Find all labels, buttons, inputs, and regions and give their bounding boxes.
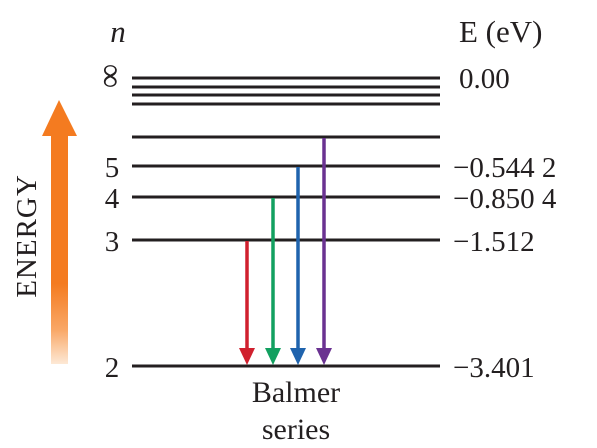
energy-value-2: −3.401	[453, 352, 535, 384]
n-label-3: 3	[105, 226, 120, 258]
energy-value-infinity: 0.00	[459, 63, 510, 95]
energy-arrow	[42, 100, 77, 364]
energy-value-5: −0.544 2	[453, 152, 556, 184]
continuum-levels	[132, 76, 440, 139]
transition-arrowhead	[316, 348, 332, 365]
transition-arrowhead	[239, 348, 255, 365]
energy-axis-label: ENERGY	[11, 174, 43, 298]
transition-arrowhead	[265, 348, 281, 365]
energy-header: E (eV)	[459, 14, 542, 49]
n-label-4: 4	[105, 183, 120, 215]
n-label-5: 5	[105, 152, 120, 184]
transition-6-to-2	[316, 138, 332, 365]
energy-arrow-shaft	[51, 134, 68, 364]
series-caption-line2: series	[262, 413, 330, 446]
transition-arrowhead	[290, 348, 306, 365]
transition-4-to-2	[265, 198, 281, 365]
energy-value-4: −0.850 4	[453, 183, 557, 215]
n-header: n	[110, 14, 126, 49]
series-caption-line1: Balmer	[252, 376, 340, 409]
transition-5-to-2	[290, 167, 306, 365]
energy-arrow-head	[42, 100, 77, 136]
energy-value-3: −1.512	[453, 226, 535, 258]
n-label-infinity: ∞	[93, 64, 130, 88]
n-label-2: 2	[105, 352, 120, 384]
transition-3-to-2	[239, 241, 255, 365]
